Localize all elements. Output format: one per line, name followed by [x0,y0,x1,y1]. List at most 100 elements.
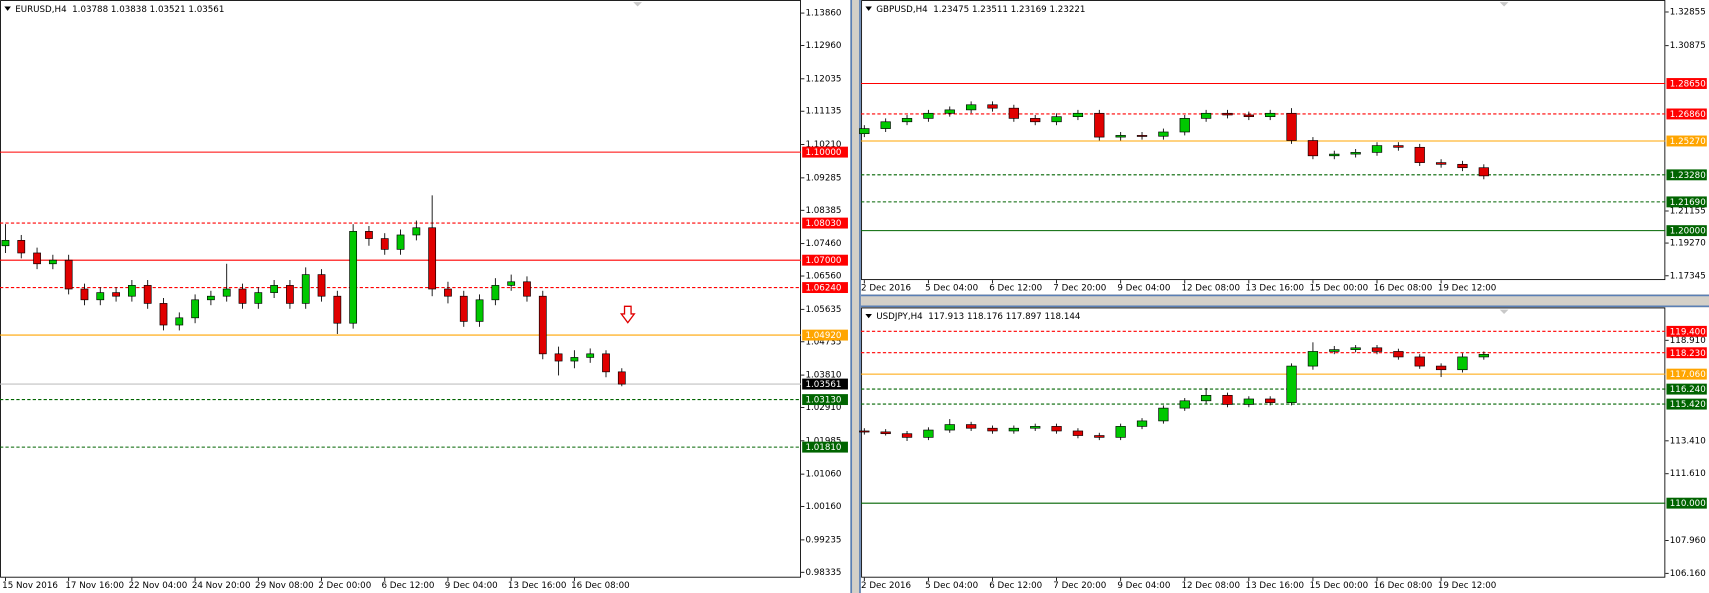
y-tick-label: 1.01060 [805,470,841,480]
level-label: 115.420 [1670,400,1706,410]
candle-body [1222,112,1233,116]
y-tick-label: 1.04735 [805,337,841,347]
candle-body [1158,131,1169,137]
candle-body [301,274,310,304]
x-tick-label: 7 Dec 20:00 [1053,283,1106,293]
candle-body [617,371,626,385]
candle-body [1094,112,1105,138]
candle-body [1350,347,1361,350]
candle-body [570,357,579,362]
level-label: 1.21690 [1670,198,1706,208]
level-label: 1.08030 [805,219,841,229]
level-label-box [1666,368,1707,380]
candle-body [944,109,955,114]
candle-body [254,292,263,304]
x-tick-label: 5 Dec 04:00 [925,581,978,591]
candle-body [270,285,278,293]
candle-body [1457,163,1468,169]
x-tick-label: 12 Dec 08:00 [1181,283,1240,293]
x-tick-label: 7 Dec 20:00 [1053,581,1106,591]
x-tick-label: 19 Dec 12:00 [1438,581,1497,591]
candle-body [380,238,389,250]
level-label: 119.400 [1670,327,1706,337]
y-tick-label: 1.12035 [805,74,841,84]
level-label-box [1666,225,1707,237]
y-tick-label: 1.30875 [1670,41,1706,51]
x-tick-label: 2 Dec 2016 [861,581,911,591]
y-tick-label: 1.17345 [1670,271,1706,281]
level-label-box [1666,347,1707,359]
candle-body [1222,394,1233,405]
candle-body [1393,145,1404,148]
candle-body [1393,351,1404,358]
candle-body [175,317,184,326]
candle-body [538,295,547,355]
sell-arrow [619,305,636,324]
candle-body [944,424,955,431]
candle-body [191,299,199,319]
candle-body [1286,365,1297,403]
x-tick-label: 9 Dec 04:00 [1117,581,1170,591]
level-label-box [1666,383,1707,395]
candle-body [1329,349,1340,352]
x-tick-label: 6 Dec 12:00 [989,581,1042,591]
window-divider [861,294,1709,308]
level-label: 116.240 [1670,385,1706,395]
x-tick-label: 16 Dec 08:00 [1374,283,1433,293]
candle-body [1243,398,1254,405]
level-label-box [1666,497,1707,509]
plot-frame [0,0,801,578]
candle-body [965,424,977,429]
candle-body [1243,114,1254,118]
candle-body [1371,145,1383,153]
title-menu-arrow [4,6,11,11]
level-label-box [1666,398,1707,410]
candle-body [602,353,610,373]
candle-body [238,288,247,304]
level-label-box [802,378,848,390]
level-label: 1.20000 [1670,227,1706,237]
x-tick-label: 17 Nov 16:00 [65,581,124,591]
candle-body [1265,398,1276,403]
x-tick-label: 6 Dec 12:00 [381,581,434,591]
candle-body [127,285,136,297]
candle-body [1179,118,1190,133]
y-tick-label: 1.10210 [805,140,841,150]
candle-body [1030,118,1041,123]
candle-body [965,104,977,111]
candle-body [396,234,405,250]
candle-body [901,118,913,123]
level-label-box [1666,108,1707,120]
candle-body [586,353,595,358]
candle-body [1136,135,1148,137]
x-tick-label: 13 Dec 16:00 [1246,581,1305,591]
candle-body [412,227,421,236]
candle-body [1457,356,1468,371]
candle-body [64,259,73,290]
x-tick-label: 19 Dec 12:00 [1438,283,1497,293]
y-tick-label: 1.11135 [805,107,841,117]
x-tick-label: 6 Dec 12:00 [989,283,1042,293]
candle-body [1,240,10,247]
candle-body [1435,365,1447,371]
title-menu-arrow [865,313,872,319]
chart-title: EURUSD,H4 1.03788 1.03838 1.03521 1.0356… [15,5,224,15]
candle-body [1136,420,1148,427]
candle-body [923,429,934,438]
y-tick-label: 1.07460 [805,239,841,249]
x-tick-label: 2 Dec 2016 [861,283,911,293]
level-label: 1.01810 [805,443,841,453]
y-tick-label: 1.09285 [805,173,841,183]
y-tick-label: 0.98335 [805,568,841,578]
level-label-box [1666,325,1707,337]
y-tick-label: 107.960 [1670,536,1706,546]
level-label: 1.28650 [1670,80,1706,90]
candle-body [1371,347,1383,352]
candle-body [507,281,516,286]
x-tick-label: 13 Dec 16:00 [508,581,567,591]
candle-body [1478,167,1489,177]
candle-body [1179,400,1190,409]
candle-body [491,285,500,301]
level-label-box [1666,135,1707,147]
candle-body [48,259,57,265]
